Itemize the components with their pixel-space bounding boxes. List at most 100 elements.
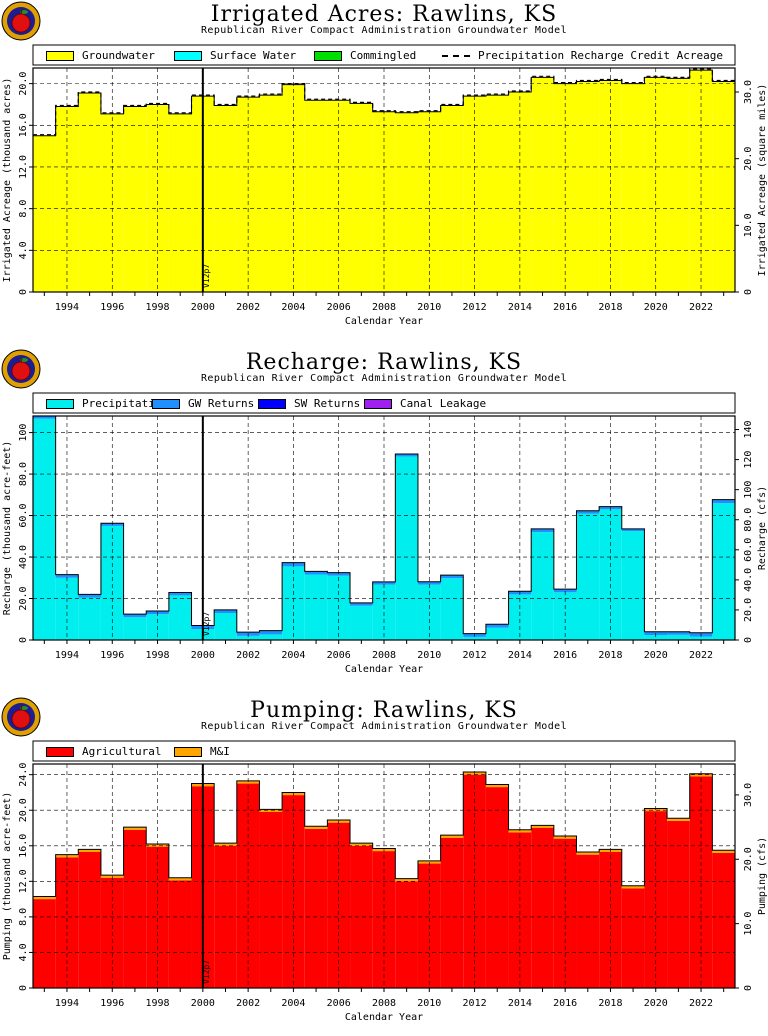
x-tick-label: 1994 <box>55 650 79 661</box>
bar <box>508 829 532 833</box>
legend-label: Precipitation <box>82 397 169 410</box>
legend: Groundwater Surface Water Commingled Pre… <box>32 45 724 65</box>
bar <box>395 112 418 292</box>
bar <box>621 531 645 640</box>
bar <box>350 605 373 640</box>
x-tick-label: 2000 <box>191 998 215 1009</box>
bar <box>123 614 147 618</box>
irrigated-acres-chart: V12p7 0 4.0 8.0 12.0 16.0 20.0 0 10.0 20.0 30.0 199… <box>2 44 768 327</box>
bar <box>576 513 600 640</box>
y-tick-label: 20.0 <box>18 72 29 96</box>
recharge-panel: V12p7 0 20.0 40.0 60.0 80.0 100 0 20.0 40.0 60.0 80… <box>0 348 768 688</box>
y-tick-label: 12.0 <box>18 869 29 893</box>
bar <box>644 77 668 293</box>
bar <box>214 105 237 292</box>
chart-title: Recharge: Rawlins, KS <box>245 350 523 375</box>
bar <box>621 528 645 532</box>
x-tick-label: 2012 <box>463 650 487 661</box>
bar <box>440 105 464 292</box>
x-tick-label: 2002 <box>236 998 260 1009</box>
bar <box>712 503 735 640</box>
legend-label: SW Returns <box>294 397 361 410</box>
x-tick-label: 2020 <box>644 650 668 661</box>
x-tick-label: 2018 <box>598 998 622 1009</box>
bar <box>576 81 600 292</box>
bar <box>55 857 79 988</box>
bar <box>146 104 169 292</box>
x-tick-label: 2022 <box>689 998 713 1009</box>
x-tick-label: 2022 <box>689 650 713 661</box>
bar <box>485 784 509 788</box>
logo-stem <box>20 8 23 15</box>
bar <box>395 878 418 882</box>
y-tick-label: 16.0 <box>18 113 29 137</box>
bar <box>33 896 56 900</box>
legend-item-gw-returns: GW Returns <box>152 397 254 410</box>
legend-swatch-commingled <box>314 50 342 61</box>
bar <box>100 525 124 640</box>
bar <box>146 846 169 988</box>
bar <box>78 93 101 292</box>
bar <box>553 592 577 640</box>
x-tick-label: 2010 <box>417 998 441 1009</box>
bar <box>508 832 532 988</box>
bar <box>553 589 577 593</box>
bar <box>485 627 509 640</box>
bar <box>168 113 192 292</box>
x-tick-label: 2008 <box>372 302 396 313</box>
y2-tick-label: 0 <box>743 985 754 991</box>
bar <box>123 617 147 640</box>
x-tick-label: 2018 <box>598 650 622 661</box>
bar <box>508 594 532 640</box>
legend-item-mi: M&I <box>174 745 230 758</box>
x-axis-label: Calendar Year <box>345 664 423 675</box>
y-tick-label: 0 <box>18 289 29 295</box>
y2-tick-label: 80.0 <box>743 508 754 532</box>
legend-frame <box>32 44 736 66</box>
chart-title: Irrigated Acres: Rawlins, KS <box>210 2 558 27</box>
y2-tick-label: 10.0 <box>743 912 754 936</box>
x-tick-label: 2012 <box>463 302 487 313</box>
bar <box>168 877 192 881</box>
legend-label: Surface Water <box>210 49 297 62</box>
chart-subtitle: Republican River Compact Administration … <box>201 373 567 384</box>
bar <box>667 78 690 292</box>
bar <box>667 634 690 640</box>
x-tick-label: 1996 <box>100 302 124 313</box>
irrigated-acres-panel: V12p7 0 4.0 8.0 12.0 16.0 20.0 0 10.0 20.0 30.0 199… <box>0 0 768 340</box>
y-tick-label: 20.0 <box>18 798 29 822</box>
bar <box>689 776 713 988</box>
legend-label: Groundwater <box>82 49 155 62</box>
bar <box>123 829 147 988</box>
bar <box>350 843 373 846</box>
bar <box>463 636 486 640</box>
y2-tick-label: 20.0 <box>743 598 754 622</box>
legend-label: M&I <box>210 745 230 758</box>
legend-dash-precip-credit <box>442 54 470 57</box>
recharge-chart: V12p7 0 20.0 40.0 60.0 80.0 100 0 20.0 40.0 60.0 80… <box>2 392 768 675</box>
bar <box>350 103 373 293</box>
x-tick-label: 2022 <box>689 302 713 313</box>
bar <box>259 95 283 292</box>
bar <box>372 581 396 585</box>
bar <box>485 95 509 292</box>
bar <box>33 418 56 640</box>
x-tick-label: 2012 <box>463 998 487 1009</box>
bar <box>440 835 464 838</box>
model-version-label: V12p7 <box>202 264 211 288</box>
x-tick-label: 2004 <box>281 650 305 661</box>
x-tick-label: 2002 <box>236 650 260 661</box>
legend-swatch-gw-returns <box>152 398 180 409</box>
chart-subtitle: Republican River Compact Administration … <box>201 25 567 36</box>
legend-swatch-sw-returns <box>258 398 286 409</box>
legend-item-commingled: Commingled <box>314 49 416 62</box>
y-tick-label: 16.0 <box>18 834 29 858</box>
bar <box>327 572 351 576</box>
x-tick-label: 2016 <box>553 302 577 313</box>
y-tick-label: 0 <box>18 637 29 643</box>
legend: Agricultural M&I <box>32 741 724 761</box>
bar <box>168 592 192 596</box>
logo-stem <box>20 704 23 711</box>
x-tick-label: 2004 <box>281 998 305 1009</box>
y-tick-label: 24.0 <box>18 763 29 787</box>
